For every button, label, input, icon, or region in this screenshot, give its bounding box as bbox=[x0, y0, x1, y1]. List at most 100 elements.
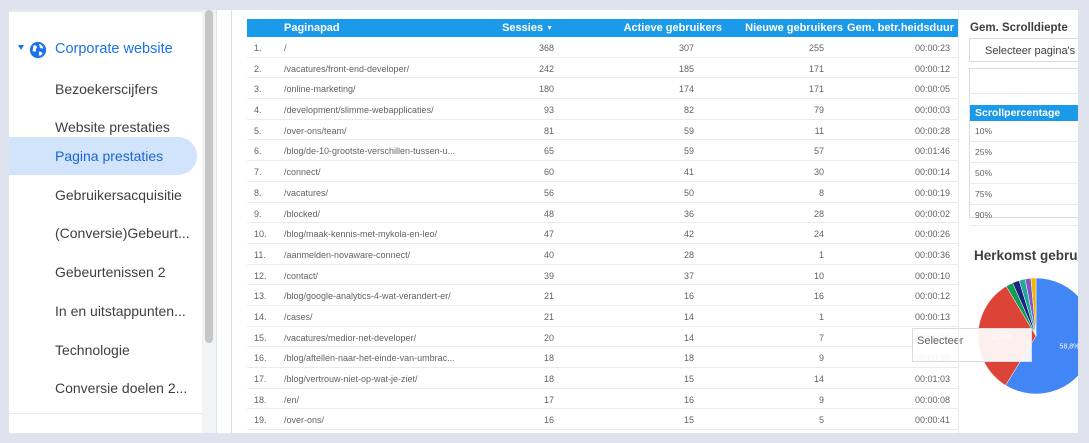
table-row[interactable]: 15. /vacatures/medior-net-developer/20 14 7… bbox=[247, 327, 958, 348]
table-row[interactable]: 17. /blog/vertrouw-niet-op-wat-je-ziet/18… bbox=[247, 368, 958, 389]
table-row[interactable]: 2. /vacatures/front-end-developer/242 185 1… bbox=[247, 58, 958, 79]
scroll-percentage-row[interactable]: 10% bbox=[970, 122, 1078, 142]
row-new-users: 24 bbox=[813, 229, 824, 240]
row-duration: 00:00:12 bbox=[914, 291, 950, 302]
sidebar-item-label: Conversie doelen 2... bbox=[55, 380, 188, 396]
page-select-placeholder: Selecteer pagina's bbox=[985, 45, 1076, 57]
table-row[interactable]: 11. /aanmelden-novaware-connect/40 28 1 00:0… bbox=[247, 244, 958, 265]
row-sessions: 180 bbox=[538, 84, 554, 95]
row-new-users: 79 bbox=[813, 105, 824, 116]
table-row[interactable]: 7. /connect/60 41 30 00:00:14 bbox=[247, 161, 958, 182]
sidebar-item[interactable]: In en uitstappunten... bbox=[9, 292, 197, 330]
scroll-depth-title: Gem. Scrolldiepte bbox=[970, 22, 1068, 34]
row-path: /over-ons/team/ bbox=[284, 125, 347, 136]
sidebar-item[interactable]: Technologie bbox=[9, 331, 197, 369]
row-index: 6. bbox=[254, 146, 262, 157]
row-sessions: 60 bbox=[543, 167, 554, 178]
scroll-percentage-row[interactable]: 50% bbox=[970, 164, 1078, 184]
row-duration: 00:00:05 bbox=[914, 84, 950, 95]
header-gem-betrokkenheidsduur[interactable]: Gem. betr.heidsduur bbox=[847, 22, 954, 34]
table-row[interactable]: 16. /blog/aftellen-naar-het-einde-van-umb… bbox=[247, 347, 958, 368]
row-path: /development/slimme-webapplicaties/ bbox=[284, 105, 434, 116]
row-new-users: 8 bbox=[818, 187, 824, 198]
table-row[interactable]: 3. /online-marketing/180 174 171 00:00:05 bbox=[247, 78, 958, 100]
page-select-dropdown[interactable]: Selecteer pagina's bbox=[969, 38, 1078, 62]
page-performance-table: Paginapad Sessies ▼ Actieve gebruikers Ni… bbox=[247, 19, 958, 431]
scroll-percentage-row[interactable]: 25% bbox=[970, 143, 1078, 163]
table-row[interactable]: 12. /contact/39 37 10 00:00:10 bbox=[247, 265, 958, 286]
row-active-users: 15 bbox=[683, 374, 694, 384]
pie-tooltip: Selecteer bbox=[912, 328, 1032, 362]
sidebar-bottom-divider bbox=[9, 413, 202, 414]
row-index: 9. bbox=[254, 208, 262, 219]
row-index: 1. bbox=[254, 43, 262, 53]
table-row[interactable]: 10. /blog/maak-kennis-met-mykola-en-leo/4… bbox=[247, 223, 958, 244]
row-active-users: 174 bbox=[678, 84, 694, 95]
sidebar-item[interactable]: Pagina prestaties bbox=[9, 137, 197, 175]
row-active-users: 18 bbox=[683, 353, 694, 364]
sidebar-item[interactable]: Website prestaties bbox=[9, 108, 197, 146]
row-active-users: 14 bbox=[683, 311, 694, 322]
row-index: 18. bbox=[254, 394, 267, 405]
sidebar-scrollbar[interactable] bbox=[205, 10, 213, 343]
caret-down-icon[interactable] bbox=[18, 45, 24, 50]
sidebar-item[interactable]: Gebruikersacquisitie bbox=[9, 176, 197, 214]
sidebar-item-label: Pagina prestaties bbox=[55, 148, 164, 164]
row-index: 2. bbox=[254, 63, 262, 74]
table-row[interactable]: 9. /blocked/48 36 28 00:00:02 bbox=[247, 203, 958, 224]
row-duration: 00:00:10 bbox=[914, 270, 950, 281]
row-sessions: 20 bbox=[543, 332, 554, 343]
pie-slice[interactable] bbox=[1005, 277, 1078, 395]
header-nieuwe-gebruikers[interactable]: Nieuwe gebruikers bbox=[745, 22, 843, 34]
row-path: /connect/ bbox=[284, 167, 321, 178]
table-right-border bbox=[958, 10, 959, 433]
row-sessions: 21 bbox=[543, 291, 554, 302]
row-new-users: 7 bbox=[818, 332, 824, 343]
sidebar-item[interactable]: Gebeurtenissen 2 bbox=[9, 253, 197, 291]
header-paginapad[interactable]: Paginapad bbox=[284, 22, 340, 34]
header-actieve-gebruikers[interactable]: Actieve gebruikers bbox=[623, 22, 722, 34]
table-row[interactable]: 8. /vacatures/56 50 8 00:00:19 bbox=[247, 182, 958, 203]
table-row[interactable]: 14. /cases/21 14 1 00:00:13 bbox=[247, 306, 958, 327]
row-path: /cases/ bbox=[284, 311, 313, 322]
herkomst-title: Herkomst gebru bbox=[974, 248, 1078, 263]
row-index: 8. bbox=[254, 187, 262, 198]
table-row[interactable]: 4. /development/slimme-webapplicaties/93 8… bbox=[247, 99, 958, 120]
row-active-users: 82 bbox=[683, 105, 694, 116]
row-sessions: 17 bbox=[543, 394, 554, 405]
table-row[interactable]: 1. / 368 307 255 00:00:23 bbox=[247, 37, 958, 58]
table-row[interactable]: 6. /blog/de-10-grootste-verschillen-tusse… bbox=[247, 140, 958, 162]
scroll-percentage-value: 50% bbox=[975, 168, 993, 178]
row-path: /vacatures/medior-net-developer/ bbox=[284, 332, 417, 343]
scroll-percentage-row[interactable]: 90% bbox=[970, 206, 1078, 226]
sidebar-item[interactable]: Conversie doelen 2... bbox=[9, 369, 197, 407]
sidebar-item[interactable]: Bezoekerscijfers bbox=[9, 70, 197, 108]
scroll-percentage-row[interactable]: 75% bbox=[970, 185, 1078, 205]
pie-slice[interactable] bbox=[1030, 277, 1037, 337]
row-path: /blog/vertrouw-niet-op-wat-je-ziet/ bbox=[284, 374, 418, 384]
table-row[interactable]: 19. /over-ons/16 15 5 00:00:41 bbox=[247, 409, 958, 431]
row-new-users: 11 bbox=[814, 125, 824, 136]
sidebar-item[interactable]: (Conversie)Gebeurt... bbox=[9, 214, 197, 252]
row-index: 7. bbox=[254, 167, 262, 178]
sidebar-item-label: Website prestaties bbox=[55, 119, 170, 135]
row-new-users: 30 bbox=[813, 167, 824, 178]
pie-slice-label: 58,8% bbox=[1060, 343, 1078, 350]
row-new-users: 28 bbox=[813, 208, 824, 219]
canvas-divider bbox=[231, 10, 232, 433]
row-new-users: 9 bbox=[818, 353, 824, 364]
scroll-percentage-header[interactable]: Scrollpercentage bbox=[970, 105, 1078, 121]
row-active-users: 14 bbox=[683, 332, 694, 343]
table-row[interactable]: 5. /over-ons/team/81 59 11 00:00:28 bbox=[247, 120, 958, 141]
sidebar-group-header[interactable]: Corporate website bbox=[9, 30, 202, 70]
header-sessies[interactable]: Sessies ▼ bbox=[502, 22, 553, 34]
row-active-users: 15 bbox=[683, 415, 694, 426]
table-row[interactable]: 13. /blog/google-analytics-4-wat-verander… bbox=[247, 285, 958, 306]
table-row[interactable]: 18. /en/17 16 9 00:00:08 bbox=[247, 389, 958, 410]
row-new-users: 57 bbox=[813, 146, 824, 157]
row-duration: 00:00:08 bbox=[914, 394, 950, 405]
row-duration: 00:01:46 bbox=[914, 146, 950, 157]
sidebar-group-label: Corporate website bbox=[55, 41, 173, 57]
row-duration: 00:00:28 bbox=[914, 125, 950, 136]
row-path: /blocked/ bbox=[284, 208, 321, 219]
